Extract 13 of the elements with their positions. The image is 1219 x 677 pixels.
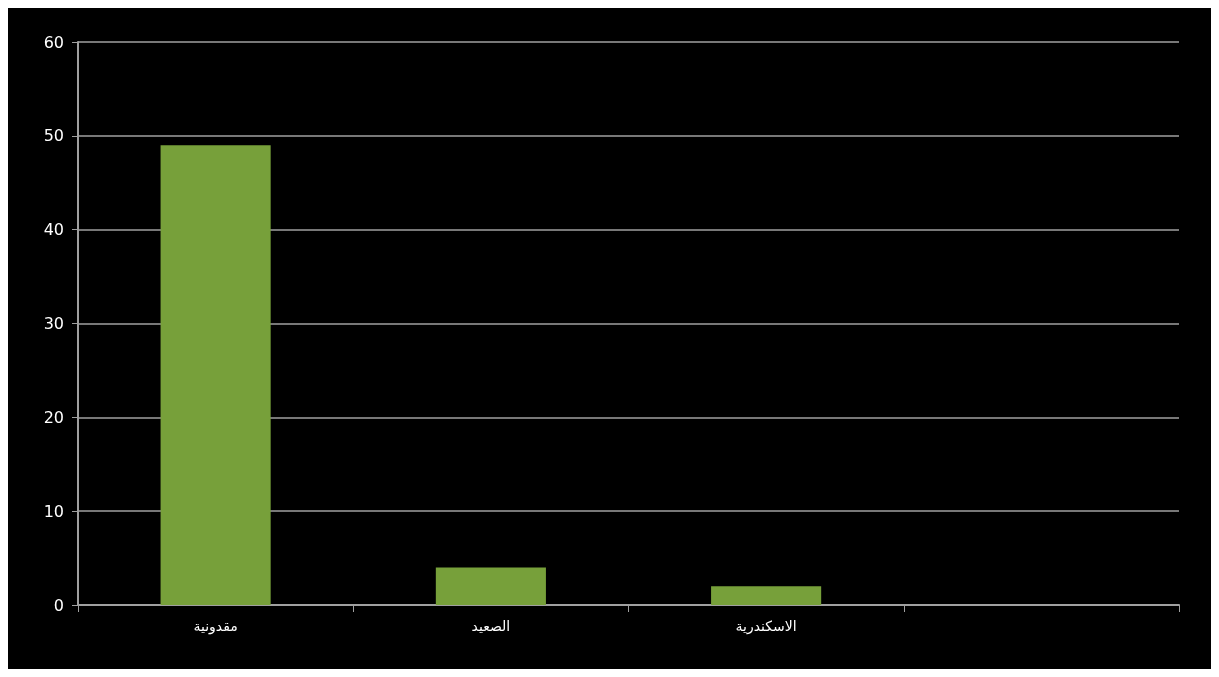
y-tick-label: 30 [43, 314, 64, 333]
x-tick-label: مقدونية [193, 618, 238, 635]
bar [435, 567, 546, 605]
y-tick-label: 20 [43, 407, 64, 427]
y-tick-label: 50 [43, 126, 64, 146]
bar [711, 586, 822, 605]
y-tick-label: 40 [43, 220, 64, 240]
y-tick-label: 60 [43, 32, 64, 52]
y-tick-label: 0 [53, 595, 64, 615]
x-tick-label: الصعيد [471, 618, 511, 634]
bar [160, 145, 271, 605]
x-tick-label: الاسكندرية [735, 618, 797, 635]
y-tick-label: 10 [43, 501, 64, 521]
